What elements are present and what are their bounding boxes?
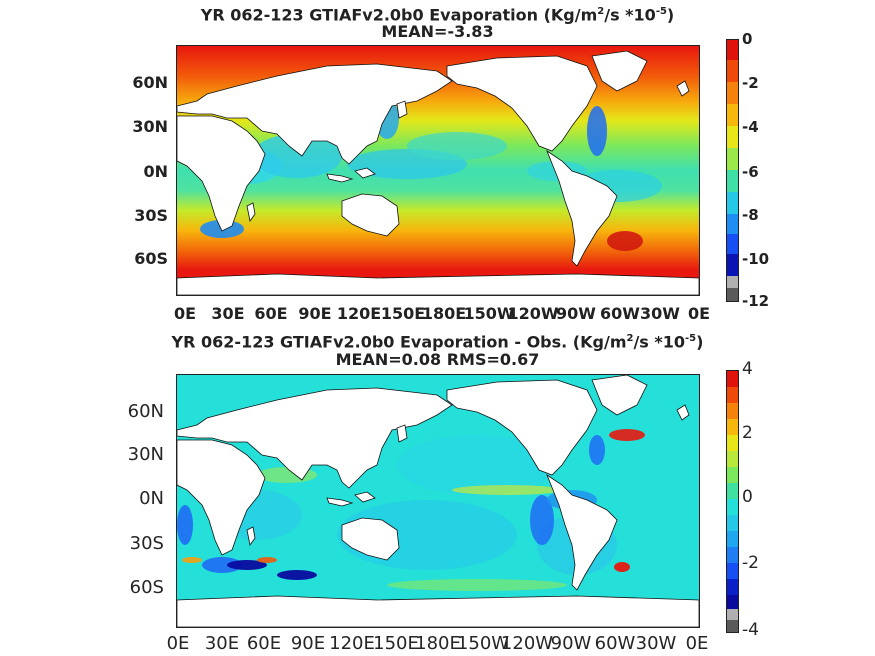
panel2-colorbar	[726, 370, 739, 633]
panel1-lon-label: 0E	[687, 304, 711, 323]
panel2-colorbar-label: 4	[742, 359, 753, 379]
panel2-lon-label: 150W	[456, 633, 510, 654]
panel1-lat-label: 60S	[134, 249, 168, 268]
panel1-lon-label: 150W	[463, 304, 515, 323]
panel1-lon-label: 90E	[298, 304, 332, 323]
panel2-lon-label: 90W	[550, 633, 592, 654]
panel2-lon-label: 0E	[685, 633, 709, 654]
panel2-lon-label: 150E	[373, 633, 419, 654]
panel1-lat-label: 30S	[134, 206, 168, 225]
panel1-lon-label: 30E	[211, 304, 245, 323]
panel1-lon-label: 0E	[173, 304, 197, 323]
panel2-colorbar-label: 2	[742, 423, 753, 443]
panel2-lon-label: 60E	[246, 633, 282, 654]
panel1-lat-label: 60N	[132, 73, 168, 92]
panel1-lon-label: 120E	[336, 304, 382, 323]
panel2-lon-label: 90E	[290, 633, 326, 654]
panel1-lon-label: 60W	[600, 304, 640, 323]
panel1-colorbar-label: -2	[742, 74, 759, 92]
panel1-lon-label: 90W	[556, 304, 596, 323]
panel2-lon-label: 30E	[204, 633, 240, 654]
panel2-lon-label: 120E	[329, 633, 375, 654]
panel2-lon-label: 0E	[166, 633, 190, 654]
panel2-colorbar-label: -4	[742, 620, 759, 640]
panel2-title: YR 062-123 GTIAFv2.0b0 Evaporation - Obs…	[171, 332, 704, 352]
panel1-colorbar-label: -10	[742, 250, 770, 268]
panel1-lat-label: 0N	[143, 162, 168, 181]
panel2-evaporation-bias-map	[176, 374, 700, 628]
panel1-lon-label: 60E	[254, 304, 288, 323]
panel1-colorbar-label: -6	[742, 163, 759, 181]
panel2-lat-label: 30S	[129, 533, 164, 554]
panel1-colorbar-label: -12	[742, 292, 770, 310]
panel1-lon-label: 180E	[421, 304, 467, 323]
panel2-lon-label: 60W	[594, 633, 636, 654]
panel2-lat-label: 60S	[129, 577, 164, 598]
panel1-lon-label: 150E	[380, 304, 426, 323]
panel2-colorbar-label: -2	[742, 553, 759, 573]
panel2-colorbar-label: 0	[742, 487, 753, 507]
panel2-lat-label: 0N	[139, 488, 164, 509]
panel2-lat-label: 30N	[127, 444, 164, 465]
panel1-colorbar-label: -4	[742, 118, 759, 136]
panel1-lon-label: 120W	[507, 304, 559, 323]
panel2-subtitle: MEAN=0.08 RMS=0.67	[335, 350, 540, 369]
panel1-colorbar-label: -8	[742, 206, 759, 224]
panel1-lat-label: 30N	[132, 117, 168, 136]
panel2-lon-label: 30W	[635, 633, 677, 654]
panel1-subtitle: MEAN=-3.83	[381, 22, 494, 41]
panel1-lon-label: 30W	[640, 304, 680, 323]
panel2-lat-label: 60N	[127, 401, 164, 422]
panel2-lon-label: 180E	[415, 633, 461, 654]
panel1-colorbar	[726, 39, 739, 302]
panel2-lon-label: 120W	[500, 633, 554, 654]
panel1-colorbar-label: 0	[742, 30, 753, 48]
panel1-evaporation-map	[176, 45, 700, 296]
panel1-title: YR 062-123 GTIAFv2.0b0 Evaporation (Kg/m…	[200, 5, 675, 25]
